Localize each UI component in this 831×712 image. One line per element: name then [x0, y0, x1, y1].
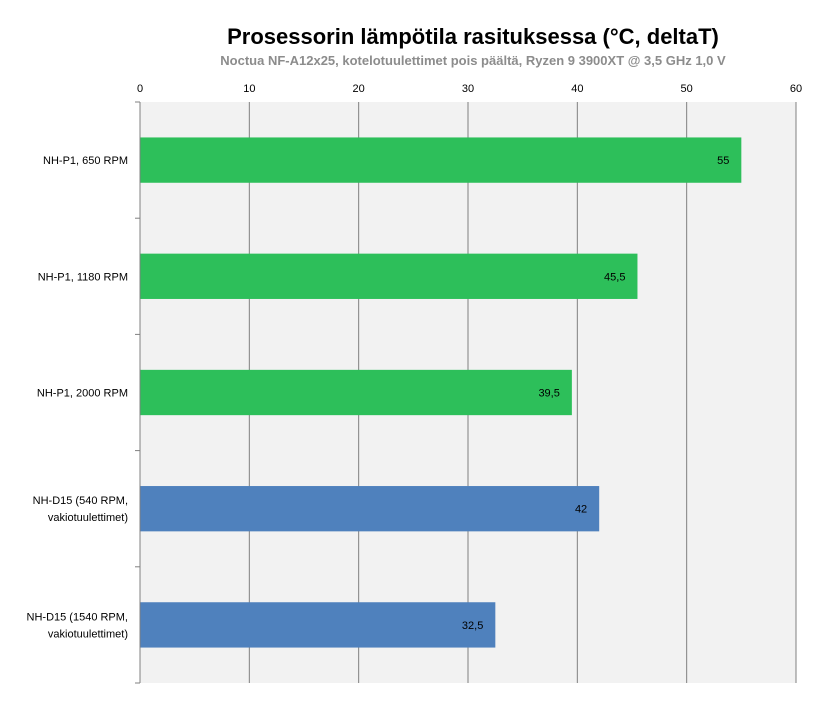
bar — [140, 369, 572, 416]
x-tick-label: 10 — [243, 83, 255, 95]
x-tick-label: 30 — [462, 83, 474, 95]
x-tick-label: 60 — [790, 83, 802, 95]
x-tick-label: 40 — [571, 83, 583, 95]
bar — [140, 253, 638, 299]
x-axis-ticks: 0 10 20 30 40 50 60 — [137, 83, 802, 95]
data-label: 42 — [575, 504, 587, 516]
data-label: 32,5 — [462, 620, 483, 632]
chart-subtitle: Noctua NF-A12x25, kotelotuulettimet pois… — [220, 53, 726, 68]
x-tick-label: 50 — [681, 83, 693, 95]
category-labels: NH-P1, 650 RPM NH-P1, 1180 RPM NH-P1, 2000… — [27, 155, 128, 640]
bar — [140, 486, 600, 532]
category-label: NH-D15 (1540 RPM, vakiotuulettimet) — [27, 611, 128, 640]
category-label: NH-P1, 1180 RPM — [38, 271, 128, 283]
x-tick-label: 20 — [353, 83, 365, 95]
data-label: 45,5 — [604, 271, 625, 283]
data-label: 55 — [717, 155, 729, 167]
data-label: 39,5 — [538, 388, 559, 400]
category-label: NH-P1, 2000 RPM — [37, 388, 128, 400]
y-axis — [135, 101, 141, 684]
chart-title: Prosessorin lämpötila rasituksessa (°C, … — [227, 24, 719, 49]
bar — [140, 602, 496, 648]
x-tick-label: 0 — [137, 83, 143, 95]
category-label: NH-D15 (540 RPM, vakiotuulettimet) — [33, 495, 128, 524]
bar — [140, 137, 742, 183]
bars: 55 45,5 39,5 42 32,5 — [140, 137, 742, 648]
category-label: NH-P1, 650 RPM — [43, 155, 128, 167]
